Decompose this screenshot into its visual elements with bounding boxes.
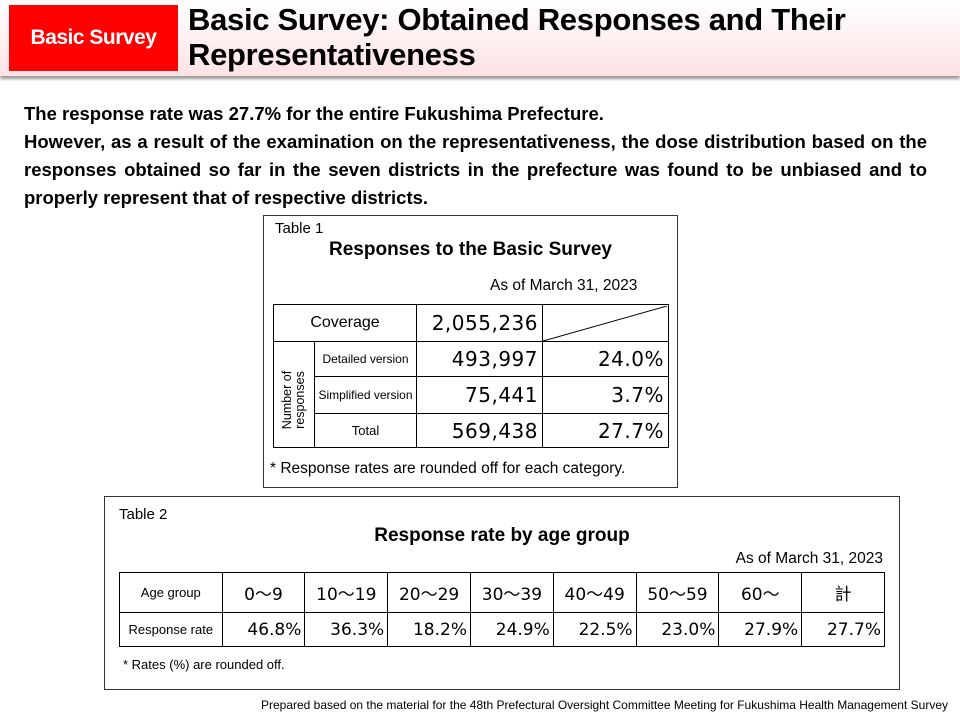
age-group-header: 50～59	[635, 572, 720, 613]
table1-box: Table 1 Responses to the Basic Survey As…	[263, 215, 678, 488]
table1-title: Responses to the Basic Survey	[329, 239, 612, 260]
age-group-header: 30～39	[469, 572, 554, 613]
row-count: 493,997	[416, 341, 543, 377]
age-group-rate: 18.2%	[387, 612, 471, 647]
table2-title: Response rate by age group	[374, 525, 630, 546]
group-label: Number of responses	[280, 370, 307, 430]
table1-note: * Response rates are rounded off for eac…	[270, 460, 626, 477]
table2-as-of: As of March 31, 2023	[735, 550, 883, 567]
row-rate: 3.7%	[542, 376, 669, 414]
row-label: Total	[314, 413, 417, 448]
table1-label: Table 1	[275, 220, 324, 237]
intro-text: The response rate was 27.7% for the enti…	[24, 100, 927, 212]
table2-box: Table 2 Response rate by age group As of…	[104, 496, 900, 690]
intro-line: The response rate was 27.7% for the enti…	[24, 103, 604, 124]
age-group-label: Age group	[119, 572, 223, 613]
age-group-rate: 24.9%	[469, 612, 554, 647]
group-label-cell: Number of responses	[273, 341, 315, 448]
slide-header: Basic Survey Basic Survey: Obtained Resp…	[0, 0, 960, 76]
age-group-rate: 22.5%	[552, 612, 637, 647]
responses-table: Coverage 2,055,236 Number of responses D…	[273, 304, 669, 448]
age-group-rate: 23.0%	[635, 612, 720, 647]
source-footer: Prepared based on the material for the 4…	[260, 698, 948, 712]
row-rate: 27.7%	[542, 413, 669, 448]
age-group-header: 10～19	[304, 572, 389, 613]
coverage-value: 2,055,236	[416, 304, 543, 342]
table2-note: * Rates (%) are rounded off.	[123, 657, 285, 672]
row-rate: 24.0%	[542, 341, 669, 377]
section-badge: Basic Survey	[9, 5, 178, 71]
age-rate-table: Age group 0～9 10～19 20～29 30～39 40～49 50～59 60～…	[119, 572, 885, 647]
diagonal-cell	[542, 304, 669, 342]
age-group-rate: 27.7%	[801, 612, 885, 647]
age-group-header: 40～49	[552, 572, 637, 613]
table1-as-of: As of March 31, 2023	[490, 277, 638, 294]
table2-label: Table 2	[119, 506, 168, 523]
row-label: Detailed version	[314, 341, 417, 377]
response-rate-label: Response rate	[119, 612, 223, 647]
row-label: Simplified version	[314, 376, 417, 414]
title-line: Representativeness	[188, 37, 476, 72]
row-count: 569,438	[416, 413, 543, 448]
intro-line: However, as a result of the examination …	[24, 131, 927, 208]
coverage-label: Coverage	[273, 304, 417, 342]
age-group-rate: 27.9%	[718, 612, 803, 647]
page-title: Basic Survey: Obtained Responses and The…	[188, 2, 846, 72]
row-count: 75,441	[416, 376, 543, 414]
age-group-header: 60～	[718, 572, 803, 613]
title-line: Basic Survey: Obtained Responses and The…	[188, 2, 846, 37]
age-group-rate: 36.3%	[304, 612, 389, 647]
age-group-rate: 46.8%	[221, 612, 306, 647]
age-group-header: 0～9	[221, 572, 306, 613]
age-group-header: 計	[801, 572, 885, 613]
age-group-header: 20～29	[387, 572, 471, 613]
